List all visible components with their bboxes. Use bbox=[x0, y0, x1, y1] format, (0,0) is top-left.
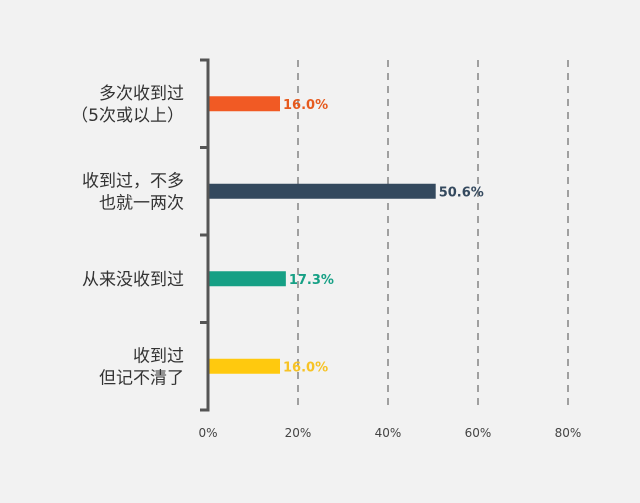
x-tick-label: 0% bbox=[198, 426, 217, 440]
category-label: 收到过，不多 bbox=[82, 171, 184, 191]
x-tick-label: 80% bbox=[555, 426, 582, 440]
category-label: 也就一两次 bbox=[99, 193, 184, 213]
bar bbox=[209, 271, 286, 287]
x-tick-label: 40% bbox=[375, 426, 402, 440]
category-label: 但记不清了 bbox=[99, 368, 184, 388]
x-tick-label: 20% bbox=[285, 426, 312, 440]
bar bbox=[209, 358, 280, 374]
bar-value-label: 16.0% bbox=[283, 360, 328, 375]
bar-value-label: 50.6% bbox=[439, 185, 484, 200]
category-label: 收到过 bbox=[133, 346, 184, 366]
bar-value-label: 17.3% bbox=[289, 273, 334, 288]
bar bbox=[209, 96, 280, 112]
bar-value-label: 16.0% bbox=[283, 98, 328, 113]
x-tick-label: 60% bbox=[465, 426, 492, 440]
category-label: 多次收到过 bbox=[99, 84, 184, 104]
bar bbox=[209, 183, 436, 199]
category-label: （5次或以上） bbox=[71, 106, 184, 126]
category-label: 从来没收到过 bbox=[82, 270, 184, 290]
